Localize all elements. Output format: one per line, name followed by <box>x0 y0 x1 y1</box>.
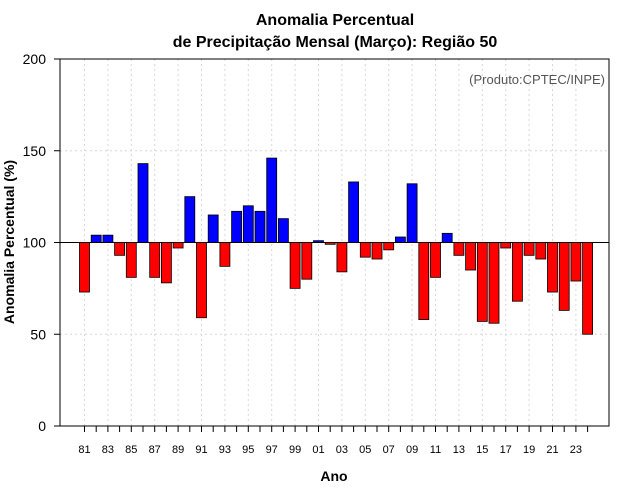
bar-07 <box>383 242 395 251</box>
bar-13 <box>453 242 465 256</box>
bar-11 <box>430 242 441 278</box>
xtick-label: 11 <box>430 444 441 456</box>
ytick-label: 200 <box>23 51 47 67</box>
source-annotation: (Produto:CPTEC/INPE) <box>469 72 605 87</box>
xtick-label: 13 <box>453 444 465 456</box>
xtick-label: 17 <box>500 444 512 456</box>
bar-98 <box>277 218 289 243</box>
bar-97 <box>266 157 278 243</box>
chart-title-line1: Anomalia Percentual <box>256 12 414 29</box>
xtick-label: 99 <box>289 444 301 456</box>
xtick-label: 91 <box>195 444 207 456</box>
xtick-label: 81 <box>78 444 90 456</box>
xtick-label: 07 <box>383 444 395 456</box>
bar-90 <box>184 196 196 243</box>
bar-18 <box>512 242 523 302</box>
x-axis: 81 83 85 87 89 91 93 95 97 99 01 03 05 07 09 11 13 15 17 19… <box>78 426 589 456</box>
ytick-label: 100 <box>23 235 47 251</box>
xtick-label: 09 <box>406 444 418 456</box>
xtick-label: 83 <box>102 444 114 456</box>
xtick-label: 01 <box>312 444 324 456</box>
bar-88 <box>160 242 172 284</box>
bar-93 <box>219 242 231 267</box>
bar-04 <box>348 181 360 243</box>
ytick-label: 150 <box>23 143 47 159</box>
y-axis-title: Anomalia Percentual (%) <box>1 160 17 324</box>
bar-12 <box>441 232 453 243</box>
xtick-label: 95 <box>242 444 254 456</box>
ytick-label: 50 <box>30 326 46 342</box>
bar-96 <box>254 210 266 243</box>
bar-85 <box>125 242 137 278</box>
x-axis-title: Ano <box>320 468 347 484</box>
bar-05 <box>359 242 371 258</box>
bar-10 <box>418 242 430 320</box>
grid <box>60 59 609 426</box>
bar-81 <box>79 242 90 293</box>
xtick-label: 15 <box>476 444 488 456</box>
bar-24 <box>582 242 593 335</box>
xtick-label: 85 <box>125 444 137 456</box>
bar-89 <box>172 242 184 249</box>
bar-83 <box>102 234 114 243</box>
bar-22 <box>558 242 570 311</box>
xtick-label: 87 <box>149 444 161 456</box>
bar-20 <box>535 242 547 260</box>
xtick-label: 97 <box>266 444 278 456</box>
bar-94 <box>231 210 243 243</box>
bar-21 <box>547 242 558 293</box>
bar-87 <box>149 242 161 278</box>
xtick-label: 89 <box>172 444 184 456</box>
bar-91 <box>196 242 207 319</box>
bar-19 <box>523 242 535 256</box>
xtick-label: 93 <box>219 444 231 456</box>
bar-16 <box>488 242 500 324</box>
xtick-label: 19 <box>523 444 535 456</box>
bar-00 <box>301 242 313 280</box>
bar-08 <box>394 236 406 243</box>
xtick-label: 05 <box>359 444 371 456</box>
ytick-label: 0 <box>38 418 46 434</box>
bar-86 <box>137 163 149 243</box>
bar-17 <box>500 242 512 249</box>
bar-15 <box>476 242 488 322</box>
bar-82 <box>90 234 102 243</box>
bar-03 <box>336 242 348 273</box>
y-axis: 0 50 100 150 200 <box>23 51 60 434</box>
bar-84 <box>114 242 125 256</box>
bar-92 <box>207 214 219 243</box>
bar-99 <box>289 242 301 289</box>
bar-06 <box>371 242 383 260</box>
xtick-label: 03 <box>336 444 348 456</box>
bar-23 <box>570 242 582 282</box>
xtick-label: 23 <box>570 444 582 456</box>
bar-14 <box>465 242 477 271</box>
bar-95 <box>242 205 254 243</box>
chart-title-line2: de Precipitação Mensal (Março): Região 5… <box>173 34 498 51</box>
bar-09 <box>406 183 418 243</box>
xtick-label: 21 <box>546 444 558 456</box>
bars <box>79 157 593 335</box>
